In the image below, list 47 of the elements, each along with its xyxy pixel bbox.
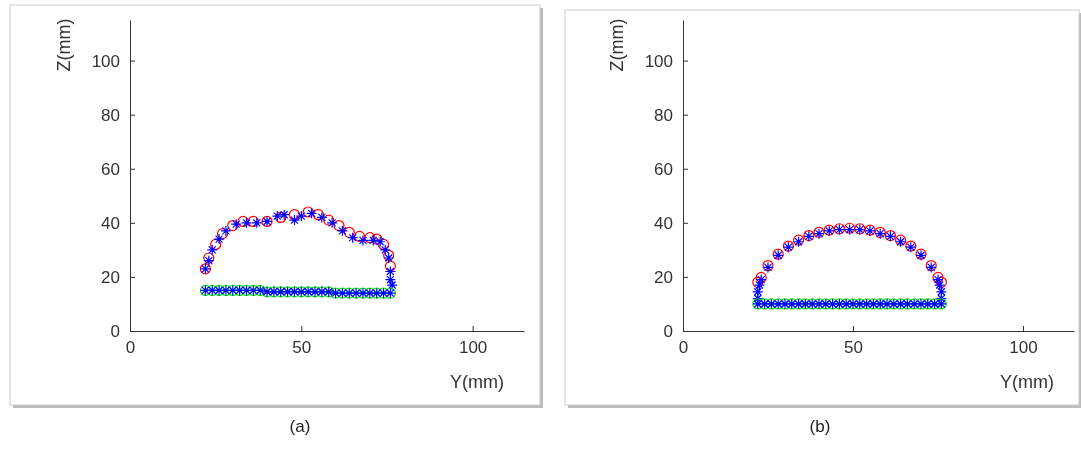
point bbox=[384, 265, 396, 278]
point bbox=[353, 230, 366, 242]
point bbox=[302, 206, 314, 218]
x-axis-title: Y(mm) bbox=[450, 372, 504, 392]
point bbox=[237, 215, 249, 228]
y-tick-label: 80 bbox=[654, 105, 673, 125]
y-axis-title: Z(mm) bbox=[54, 18, 74, 72]
point bbox=[247, 215, 259, 228]
point bbox=[336, 225, 349, 237]
y-tick-label: 40 bbox=[101, 213, 120, 233]
point bbox=[379, 244, 391, 256]
x-axis-title: Y(mm) bbox=[1000, 372, 1054, 392]
point bbox=[316, 211, 328, 224]
x-tick-label: 100 bbox=[1009, 338, 1038, 358]
y-tick-label: 80 bbox=[101, 105, 120, 125]
point bbox=[312, 209, 325, 221]
x-tick-label: 50 bbox=[292, 338, 312, 358]
y-tick-label: 20 bbox=[101, 267, 120, 287]
x-tick-label: 50 bbox=[844, 338, 863, 358]
x-tick-label: 0 bbox=[678, 338, 689, 358]
y-tick-label: 100 bbox=[91, 51, 120, 71]
point bbox=[216, 228, 229, 240]
point bbox=[333, 219, 345, 232]
point bbox=[206, 244, 218, 256]
text: (b) bbox=[809, 417, 831, 436]
point bbox=[384, 274, 396, 286]
y-tick-label: 20 bbox=[654, 267, 673, 287]
x-tick-label: 0 bbox=[125, 338, 136, 358]
y-tick-label: 0 bbox=[110, 321, 120, 341]
y-tick-label: 0 bbox=[663, 321, 673, 341]
point bbox=[357, 234, 369, 246]
point bbox=[347, 232, 359, 244]
y-tick-label: 60 bbox=[101, 159, 120, 179]
point bbox=[935, 286, 947, 298]
point bbox=[220, 225, 232, 237]
x-tick-label: 100 bbox=[458, 338, 488, 358]
text: (a) bbox=[289, 417, 311, 436]
point bbox=[752, 286, 764, 298]
point bbox=[386, 279, 398, 291]
point bbox=[343, 226, 355, 238]
point bbox=[288, 209, 301, 221]
y-tick-label: 100 bbox=[644, 51, 673, 71]
y-axis-title: Z(mm) bbox=[607, 18, 627, 72]
y-tick-label: 60 bbox=[654, 159, 673, 179]
point bbox=[213, 233, 225, 245]
point bbox=[384, 260, 396, 272]
y-tick-label: 40 bbox=[654, 213, 673, 233]
